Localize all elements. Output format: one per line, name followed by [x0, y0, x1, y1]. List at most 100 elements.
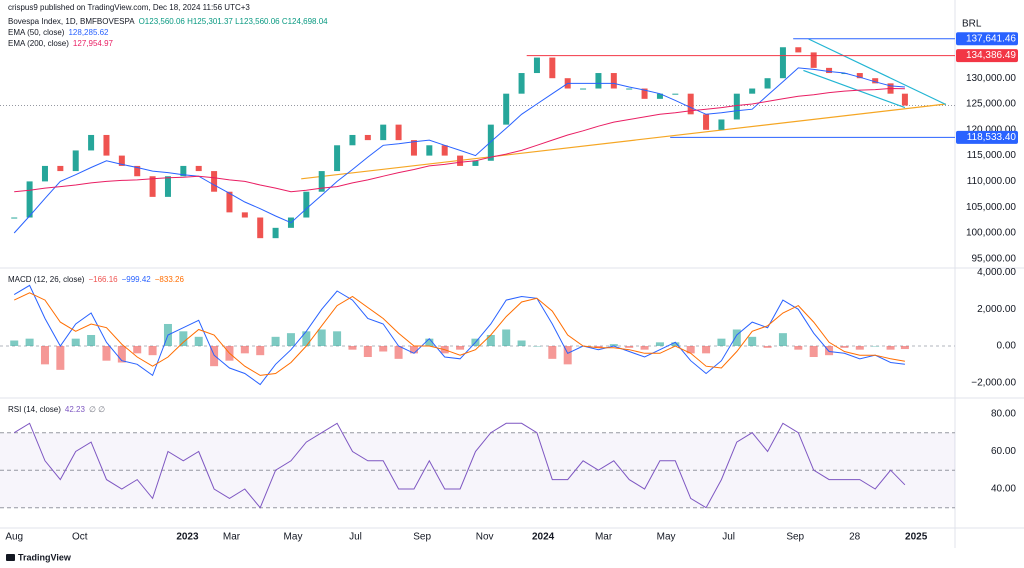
histogram-bar — [56, 346, 65, 370]
histogram-bar — [640, 346, 649, 350]
y-tick-label: 0.00 — [997, 341, 1017, 352]
histogram-bar — [409, 346, 418, 354]
legend-value: −999.42 — [122, 275, 152, 284]
histogram-bar — [210, 346, 219, 367]
histogram-bar — [317, 329, 326, 346]
candle — [872, 78, 879, 84]
histogram-bar — [732, 329, 741, 346]
currency: BRL — [962, 19, 982, 30]
level-label: 134,386.49 — [966, 50, 1016, 61]
histogram-bar — [40, 346, 49, 365]
level-tag — [956, 49, 1018, 63]
legend: EMA (50, close) 128,285.62 — [8, 28, 109, 37]
histogram-bar — [394, 346, 403, 359]
x-tick-label: 2023 — [176, 532, 199, 543]
candle — [426, 145, 433, 156]
candle — [195, 165, 202, 172]
footer: TradingView — [18, 552, 72, 562]
candle — [549, 57, 556, 79]
legend-value: −166.16 — [88, 275, 118, 284]
y-tick-label: −2,000.00 — [971, 377, 1016, 388]
candle — [626, 88, 633, 90]
candle — [88, 134, 95, 151]
candle — [826, 67, 833, 74]
histogram-bar — [133, 346, 142, 354]
histogram-bar — [886, 346, 895, 350]
candle — [656, 93, 663, 99]
trendline — [803, 69, 906, 109]
y-tick-label: 80.00 — [991, 409, 1016, 420]
legend: RSI (14, close) 42.23 ∅ ∅ — [8, 405, 105, 414]
x-tick-label: Oct — [72, 532, 88, 543]
level-tag — [956, 32, 1018, 46]
histogram-bar — [271, 336, 280, 346]
x-tick-label: Jul — [349, 532, 362, 543]
histogram-bar — [748, 336, 757, 346]
x-tick-label: Sep — [786, 532, 804, 543]
histogram-bar — [456, 346, 465, 350]
x-tick-label: Aug — [5, 532, 23, 543]
candle — [211, 171, 218, 192]
histogram-bar — [594, 346, 603, 348]
candle — [901, 93, 908, 106]
legend-value: 127,954.97 — [73, 39, 114, 48]
histogram-bar — [117, 346, 126, 363]
histogram-bar — [702, 346, 711, 354]
x-tick-label: Jul — [722, 532, 735, 543]
candle — [487, 124, 494, 161]
candle — [641, 88, 648, 99]
histogram-bar — [763, 346, 772, 348]
x-tick-label: Mar — [223, 532, 241, 543]
candle — [149, 176, 156, 197]
level-label: 137,641.46 — [966, 33, 1016, 44]
candle — [610, 73, 617, 89]
candle — [11, 217, 18, 219]
candle — [518, 73, 525, 94]
candle — [441, 145, 448, 156]
y-tick-label: 60.00 — [991, 446, 1016, 457]
candle — [810, 52, 817, 68]
candle — [856, 73, 863, 79]
x-tick-label: May — [284, 532, 303, 543]
candle — [749, 88, 756, 94]
candle — [533, 57, 540, 74]
y-tick-label: 115,000.00 — [967, 150, 1017, 161]
candle — [180, 165, 187, 177]
candle — [164, 176, 171, 197]
candle — [318, 171, 325, 192]
y-tick-label: 125,000.00 — [966, 99, 1016, 110]
y-tick-label: 4,000.00 — [977, 267, 1016, 278]
histogram-bar — [425, 338, 434, 346]
candle — [118, 155, 125, 166]
histogram-bar — [778, 333, 787, 346]
histogram-bar — [686, 346, 695, 354]
histogram-bar — [625, 346, 634, 348]
legend-value: 128,285.62 — [68, 28, 109, 37]
histogram-bar — [563, 346, 572, 365]
candle — [57, 165, 64, 172]
histogram-bar — [87, 334, 96, 346]
histogram-bar — [10, 340, 19, 346]
candle — [672, 93, 679, 95]
histogram-bar — [302, 331, 311, 346]
legend-name: EMA (200, close) — [8, 39, 69, 48]
y-tick-label: 105,000.00 — [966, 202, 1016, 213]
histogram-bar — [71, 338, 80, 346]
x-tick-label: Mar — [595, 532, 613, 543]
candle — [103, 134, 110, 156]
line — [14, 87, 905, 193]
legend: EMA (200, close) 127,954.97 — [8, 39, 114, 48]
line — [13, 292, 905, 376]
candle — [241, 212, 248, 218]
histogram-bar — [148, 346, 157, 356]
candle — [272, 227, 279, 239]
legend: MACD (12, 26, close) −166.16 −999.42 −833.2… — [8, 275, 184, 284]
histogram-bar — [855, 346, 864, 350]
legend-title: RSI (14, close) — [8, 405, 61, 414]
y-tick-label: 110,000.00 — [967, 176, 1017, 187]
candle — [410, 140, 417, 156]
legend-value: 42.23 — [65, 405, 86, 414]
candle — [41, 165, 48, 182]
histogram-bar — [900, 346, 909, 350]
candle — [72, 150, 79, 172]
